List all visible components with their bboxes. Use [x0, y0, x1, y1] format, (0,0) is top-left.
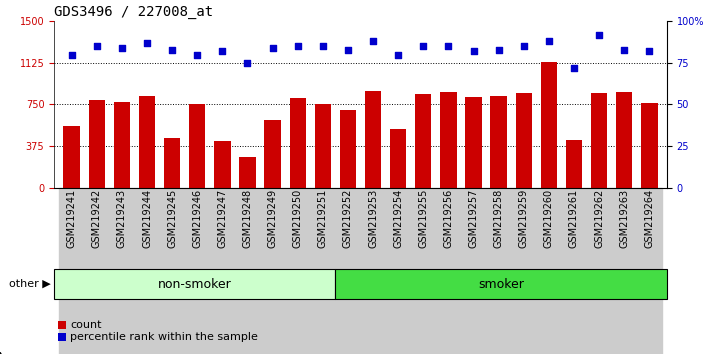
Bar [235, 188, 260, 354]
Point [66, 52, 77, 57]
Point [367, 38, 379, 44]
Point [167, 47, 178, 52]
Bar [139, 96, 155, 188]
Bar [566, 140, 582, 188]
Bar [210, 188, 235, 354]
Bar [490, 96, 507, 188]
Bar [260, 188, 285, 354]
Point [392, 52, 404, 57]
Bar [314, 104, 331, 188]
Bar [360, 188, 386, 354]
Bar [335, 188, 360, 354]
Bar [516, 93, 532, 188]
Bar [611, 188, 637, 354]
Bar [189, 104, 205, 188]
Point [91, 44, 102, 49]
Point [593, 32, 605, 38]
Point [619, 47, 630, 52]
Bar [340, 110, 356, 188]
Text: other ▶: other ▶ [9, 279, 50, 289]
Point [417, 44, 429, 49]
Bar [89, 100, 105, 188]
Point [543, 38, 554, 44]
Point [468, 48, 479, 54]
Point [568, 65, 580, 71]
Bar [159, 188, 185, 354]
Bar [411, 188, 436, 354]
Bar [185, 188, 210, 354]
Bar [63, 126, 80, 188]
Text: count: count [70, 320, 102, 330]
Bar [164, 138, 180, 188]
Bar [461, 188, 486, 354]
Point [216, 48, 228, 54]
Bar [335, 269, 667, 299]
Point [518, 44, 529, 49]
Bar [386, 188, 411, 354]
Bar [110, 188, 134, 354]
Bar [641, 103, 658, 188]
Bar [465, 97, 482, 188]
Bar [637, 188, 662, 354]
Text: GDS3496 / 227008_at: GDS3496 / 227008_at [54, 5, 213, 19]
Bar [415, 95, 431, 188]
Bar [365, 91, 381, 188]
Bar [310, 188, 335, 354]
Point [116, 45, 128, 51]
Bar [511, 188, 536, 354]
Point [292, 44, 304, 49]
Point [267, 45, 278, 51]
Bar [486, 188, 511, 354]
Bar [541, 62, 557, 188]
Bar [59, 188, 84, 354]
Point [644, 48, 655, 54]
Bar [536, 188, 562, 354]
Bar [587, 188, 611, 354]
Bar [436, 188, 461, 354]
Bar [114, 102, 130, 188]
Bar [390, 129, 407, 188]
Bar [214, 141, 231, 188]
Bar [54, 269, 335, 299]
Bar [290, 98, 306, 188]
Point [493, 47, 505, 52]
Bar [591, 93, 607, 188]
Point [443, 44, 454, 49]
Bar [616, 92, 632, 188]
Point [242, 60, 253, 66]
Point [342, 47, 354, 52]
Bar [239, 156, 256, 188]
Text: non-smoker: non-smoker [158, 278, 231, 291]
Bar [285, 188, 310, 354]
Point [192, 52, 203, 57]
Bar [441, 92, 456, 188]
Text: smoker: smoker [478, 278, 524, 291]
Text: percentile rank within the sample: percentile rank within the sample [70, 332, 258, 342]
Point [317, 44, 329, 49]
Bar [265, 120, 280, 188]
Bar [84, 188, 110, 354]
Point [141, 40, 153, 46]
Bar [562, 188, 587, 354]
Bar [134, 188, 159, 354]
